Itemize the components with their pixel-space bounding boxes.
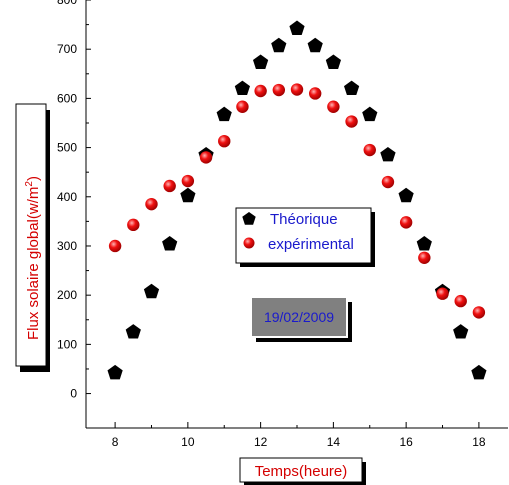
experimental-point	[327, 100, 340, 113]
theorique-point	[107, 364, 123, 380]
y-tick-label: 200	[57, 288, 77, 302]
theorique-point	[143, 283, 160, 299]
experimental-point	[181, 174, 195, 188]
y-tick-label: 700	[57, 42, 77, 56]
x-tick-label: 14	[327, 435, 341, 449]
y-tick-label: 500	[57, 141, 77, 155]
theorique-point	[453, 324, 469, 339]
experimental-point	[308, 87, 322, 100]
experimental-point	[472, 306, 486, 319]
experimental-point	[381, 175, 395, 189]
experimental-point	[345, 115, 358, 128]
theorique-point	[471, 364, 487, 380]
theorique-point	[362, 106, 378, 122]
theorique-point	[253, 54, 269, 69]
theorique-point	[162, 236, 178, 251]
y-tick-label: 600	[57, 91, 77, 105]
experimental-point	[454, 294, 467, 308]
x-tick-label: 18	[472, 435, 486, 449]
y-tick-label: 400	[57, 190, 77, 204]
legend: Théorique expérimental	[235, 207, 375, 267]
theorique-point	[380, 147, 396, 162]
theorique-point	[234, 80, 250, 95]
x-tick-label: 10	[181, 435, 195, 449]
date-annotation: 19/02/2009	[250, 296, 352, 342]
experimental-point	[218, 134, 231, 148]
legend-label-experimental: expérimental	[268, 236, 354, 253]
y-tick-label: 0	[70, 387, 77, 401]
theorique-point	[125, 324, 141, 339]
data-marks	[107, 20, 487, 380]
y-tick-label: 300	[57, 239, 77, 253]
experimental-point	[163, 179, 176, 193]
y-tick-label: 800	[57, 0, 77, 7]
legend-label-theorique: Théorique	[270, 211, 338, 228]
theorique-point	[398, 187, 414, 203]
experimental-point	[399, 216, 413, 229]
experimental-point	[290, 83, 304, 96]
theorique-point	[344, 80, 360, 95]
theorique-point	[289, 20, 305, 35]
date-label: 19/02/2009	[264, 309, 334, 325]
legend-marker-experimental	[243, 237, 255, 249]
experimental-point	[127, 218, 140, 232]
axis-ticks: 0 100 200 300 400 500 600 700 800 8 10 12 14 16 18	[57, 0, 486, 449]
theorique-point	[416, 236, 432, 251]
x-axis-title: Temps(heure)	[239, 457, 366, 485]
x-axis-label: Temps(heure)	[255, 463, 348, 480]
x-tick-label: 12	[254, 435, 268, 449]
theorique-point	[271, 37, 287, 53]
theorique-point	[180, 187, 196, 203]
theorique-point	[307, 37, 323, 53]
theorique-point	[216, 106, 232, 122]
experimental-point	[236, 100, 249, 113]
experimental-point	[363, 143, 376, 157]
experimental-point	[199, 151, 213, 164]
x-tick-label: 16	[399, 435, 413, 449]
experimental-point	[272, 83, 286, 97]
legend-marker-theorique	[242, 212, 256, 225]
experimental-point	[145, 197, 158, 211]
experimental-point	[108, 239, 122, 253]
experimental-point	[418, 251, 431, 264]
experimental-point	[436, 287, 449, 300]
theorique-point	[325, 54, 341, 69]
experimental-point	[254, 84, 267, 98]
y-axis-label: Flux solaire global(w/m2)	[24, 176, 42, 340]
y-axis-title: Flux solaire global(w/m2)	[15, 103, 50, 372]
y-tick-label: 100	[57, 337, 77, 351]
x-tick-label: 8	[112, 435, 119, 449]
